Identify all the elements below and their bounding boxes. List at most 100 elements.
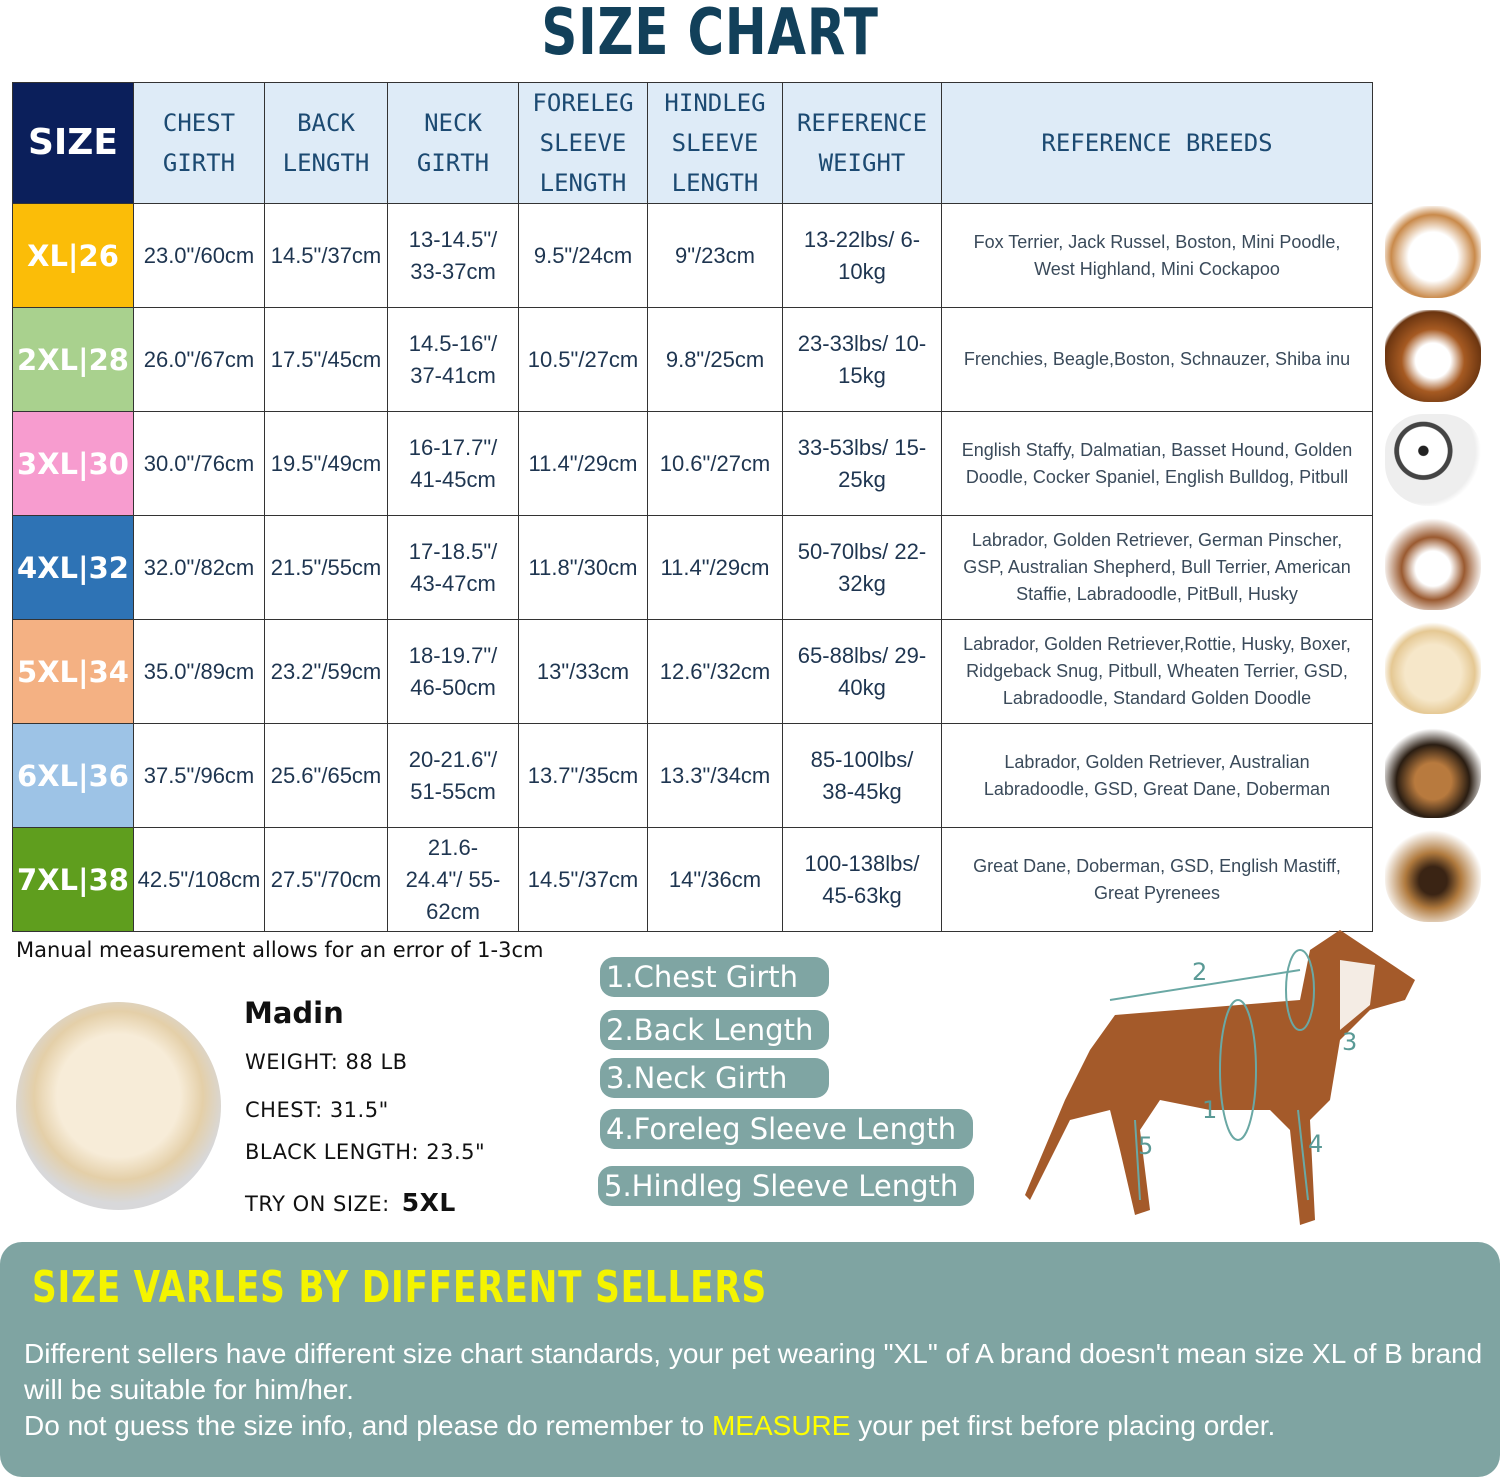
- cell-weight: 100-138lbs/ 45-63kg: [782, 827, 942, 932]
- table-row: 7XL|38 42.5"/108cm 27.5"/70cm 21.6-24.4"/ 5…: [12, 827, 1373, 932]
- measure-hindleg-sleeve: 5.Hindleg Sleeve Length: [598, 1166, 974, 1206]
- cell-hindleg: 12.6"/32cm: [647, 619, 783, 724]
- cell-chest: 23.0"/60cm: [133, 203, 265, 308]
- header-hindleg-sleeve-length: HINDLEG SLEEVE LENGTH: [647, 82, 783, 204]
- cell-size: 3XL|30: [12, 411, 134, 516]
- dog-photo-great-dane: [1385, 830, 1481, 922]
- measure-highlight: MEASURE: [711, 1410, 851, 1441]
- cell-foreleg: 14.5"/37cm: [518, 827, 648, 932]
- cell-foreleg: 13"/33cm: [518, 619, 648, 724]
- cell-back: 23.2"/59cm: [264, 619, 388, 724]
- notice-line-1: Different sellers have different size ch…: [24, 1338, 1483, 1405]
- cell-breeds: Frenchies, Beagle,Boston, Schnauzer, Shi…: [941, 307, 1373, 412]
- cell-back: 21.5"/55cm: [264, 515, 388, 620]
- header-reference-breeds: REFERENCE BREEDS: [941, 82, 1373, 204]
- measure-back-length: 2.Back Length: [600, 1010, 829, 1050]
- cell-neck: 21.6-24.4"/ 55-62cm: [387, 827, 519, 932]
- cell-weight: 85-100lbs/ 38-45kg: [782, 723, 942, 828]
- table-row: 2XL|28 26.0"/67cm 17.5"/45cm 14.5-16"/ 37-4…: [12, 307, 1373, 412]
- cell-hindleg: 11.4"/29cm: [647, 515, 783, 620]
- cell-neck: 20-21.6"/ 51-55cm: [387, 723, 519, 828]
- cell-foreleg: 11.4"/29cm: [518, 411, 648, 516]
- cell-size: 2XL|28: [12, 307, 134, 412]
- model-name: Madin: [244, 996, 344, 1030]
- notice-title: SIZE VARLES BY DIFFERENT SELLERS: [32, 1262, 768, 1313]
- model-weight: WEIGHT: 88 LB: [245, 1050, 408, 1074]
- cell-back: 17.5"/45cm: [264, 307, 388, 412]
- table-row: 4XL|32 32.0"/82cm 21.5"/55cm 17-18.5"/ 43-4…: [12, 515, 1373, 620]
- cell-hindleg: 10.6"/27cm: [647, 411, 783, 516]
- cell-chest: 30.0"/76cm: [133, 411, 265, 516]
- cell-neck: 17-18.5"/ 43-47cm: [387, 515, 519, 620]
- dog-photo-beagle: [1385, 310, 1481, 402]
- table-row: XL|26 23.0"/60cm 14.5"/37cm 13-14.5"/ 33-37…: [12, 203, 1373, 308]
- cell-chest: 35.0"/89cm: [133, 619, 265, 724]
- cell-foreleg: 10.5"/27cm: [518, 307, 648, 412]
- cell-foreleg: 11.8"/30cm: [518, 515, 648, 620]
- cell-breeds: Labrador, Golden Retriever, German Pinsc…: [941, 515, 1373, 620]
- notice-text: Different sellers have different size ch…: [24, 1336, 1500, 1444]
- cell-chest: 42.5"/108cm: [133, 827, 265, 932]
- header-foreleg-sleeve-length: FORELEG SLEEVE LENGTH: [518, 82, 648, 204]
- try-size-value: 5XL: [401, 1188, 456, 1217]
- cell-weight: 50-70lbs/ 22-32kg: [782, 515, 942, 620]
- model-length: BLACK LENGTH: 23.5": [245, 1140, 486, 1164]
- cell-weight: 33-53lbs/ 15-25kg: [782, 411, 942, 516]
- model-dog-photo: [16, 1002, 221, 1210]
- table-row: 3XL|30 30.0"/76cm 19.5"/49cm 16-17.7"/ 41-4…: [12, 411, 1373, 516]
- dog-photo-german-shepherd: [1385, 726, 1481, 818]
- cell-back: 14.5"/37cm: [264, 203, 388, 308]
- cell-breeds: English Staffy, Dalmatian, Basset Hound,…: [941, 411, 1373, 516]
- measure-foreleg-sleeve: 4.Foreleg Sleeve Length: [600, 1109, 973, 1149]
- notice-line-2b: your pet first before placing order.: [850, 1410, 1276, 1441]
- cell-breeds: Labrador, Golden Retriever, Australian L…: [941, 723, 1373, 828]
- cell-neck: 13-14.5"/ 33-37cm: [387, 203, 519, 308]
- cell-size: 7XL|38: [12, 827, 134, 932]
- cell-hindleg: 9"/23cm: [647, 203, 783, 308]
- measurement-note: Manual measurement allows for an error o…: [16, 938, 544, 962]
- cell-chest: 37.5"/96cm: [133, 723, 265, 828]
- try-label: TRY ON SIZE:: [245, 1192, 390, 1216]
- cell-foreleg: 9.5"/24cm: [518, 203, 648, 308]
- cell-hindleg: 13.3"/34cm: [647, 723, 783, 828]
- diagram-label-1: 1: [1202, 1096, 1217, 1124]
- cell-neck: 18-19.7"/ 46-50cm: [387, 619, 519, 724]
- dog-photo-golden: [1385, 622, 1481, 714]
- cell-neck: 14.5-16"/ 37-41cm: [387, 307, 519, 412]
- dog-photo-dalmatian: [1385, 414, 1481, 506]
- cell-size: XL|26: [12, 203, 134, 308]
- header-back-length: BACK LENGTH: [264, 82, 388, 204]
- cell-chest: 32.0"/82cm: [133, 515, 265, 620]
- table-row: 6XL|36 37.5"/96cm 25.6"/65cm 20-21.6"/ 51-5…: [12, 723, 1373, 828]
- model-chest: CHEST: 31.5": [245, 1098, 389, 1122]
- header-neck-girth: NECK GIRTH: [387, 82, 519, 204]
- cell-back: 25.6"/65cm: [264, 723, 388, 828]
- model-try-size: TRY ON SIZE: 5XL: [245, 1188, 456, 1217]
- header-size: SIZE: [12, 82, 134, 204]
- measure-chest-girth: 1.Chest Girth: [600, 957, 829, 997]
- cell-weight: 65-88lbs/ 29-40kg: [782, 619, 942, 724]
- measure-neck-girth: 3.Neck Girth: [600, 1058, 829, 1098]
- diagram-label-3: 3: [1342, 1028, 1357, 1056]
- page-title: SIZE CHART: [541, 0, 879, 70]
- cell-breeds: Fox Terrier, Jack Russel, Boston, Mini P…: [941, 203, 1373, 308]
- cell-chest: 26.0"/67cm: [133, 307, 265, 412]
- cell-size: 6XL|36: [12, 723, 134, 828]
- header-chest-girth: CHEST GIRTH: [133, 82, 265, 204]
- cell-size: 4XL|32: [12, 515, 134, 620]
- dog-photo-jack-russell: [1385, 206, 1481, 298]
- dog-photo-staffy: [1385, 518, 1481, 610]
- cell-foreleg: 13.7"/35cm: [518, 723, 648, 828]
- diagram-label-4: 4: [1308, 1130, 1323, 1158]
- cell-back: 27.5"/70cm: [264, 827, 388, 932]
- size-table: SIZE CHEST GIRTH BACK LENGTH NECK GIRTH FORE…: [12, 82, 1373, 932]
- notice-line-2: Do not guess the size info, and please d…: [24, 1408, 1500, 1444]
- cell-hindleg: 9.8"/25cm: [647, 307, 783, 412]
- cell-breeds: Labrador, Golden Retriever,Rottie, Husky…: [941, 619, 1373, 724]
- cell-breeds: Great Dane, Doberman, GSD, English Masti…: [941, 827, 1373, 932]
- cell-back: 19.5"/49cm: [264, 411, 388, 516]
- table-row: 5XL|34 35.0"/89cm 23.2"/59cm 18-19.7"/ 46-5…: [12, 619, 1373, 724]
- cell-weight: 13-22lbs/ 6-10kg: [782, 203, 942, 308]
- cell-neck: 16-17.7"/ 41-45cm: [387, 411, 519, 516]
- dog-measure-diagram: 2 3 1 4 5: [1025, 930, 1415, 1225]
